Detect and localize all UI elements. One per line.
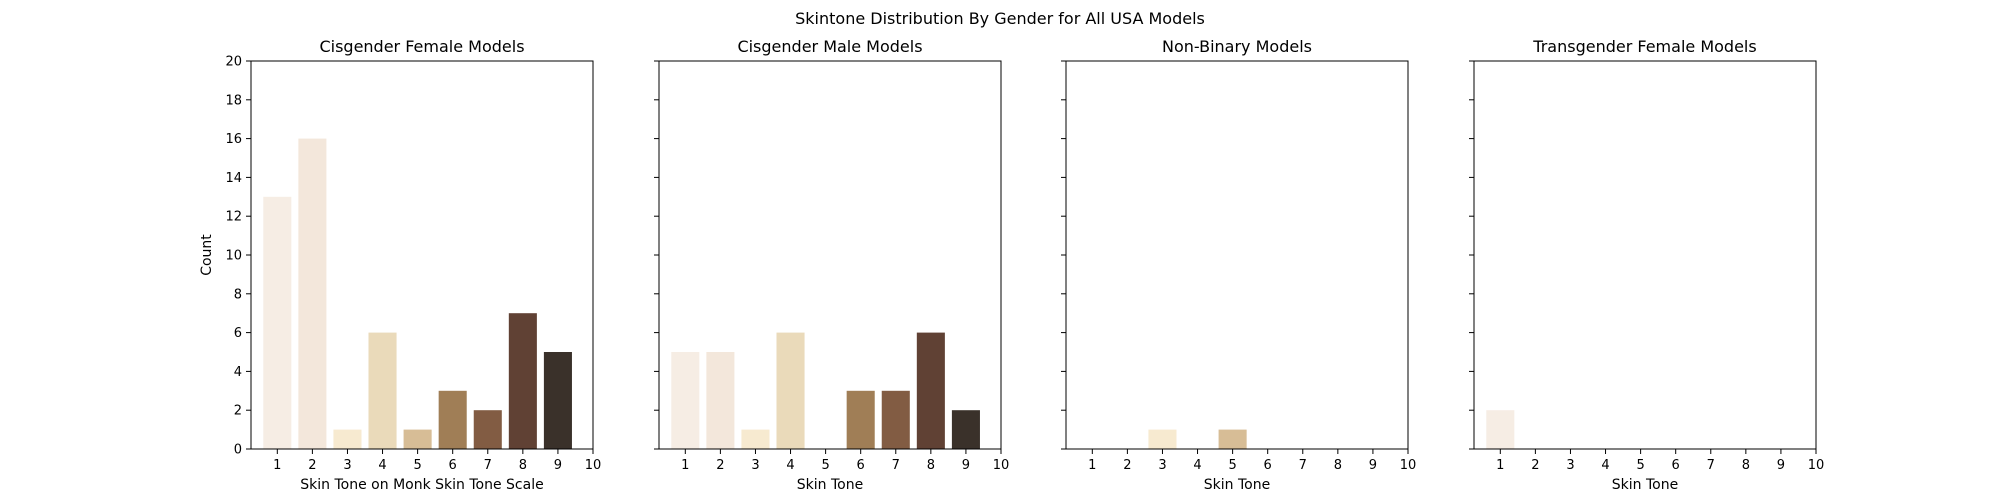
x-tick-label: 9 [962, 458, 970, 473]
x-axis-label: Skin Tone [797, 477, 863, 493]
subplot-title: Cisgender Male Models [737, 37, 922, 56]
x-axis-label: Skin Tone [1612, 477, 1678, 493]
y-tick-label: 2 [234, 404, 242, 419]
bar [776, 332, 805, 449]
x-tick-label: 2 [1531, 458, 1539, 473]
x-tick-label: 1 [273, 458, 281, 473]
x-tick-label: 7 [1299, 458, 1307, 473]
x-tick-label: 5 [1636, 458, 1644, 473]
x-tick-label: 3 [1566, 458, 1574, 473]
subplot-2: Cisgender Male Models 1 2 3 4 5 6 7 8 9 10 Skin Ton… [654, 37, 1009, 493]
subplot-title: Transgender Female Models [1532, 37, 1756, 56]
x-tick-label: 5 [821, 458, 829, 473]
x-tick-label: 8 [519, 458, 527, 473]
y-axis-label: Count [199, 234, 215, 276]
x-tick-label: 3 [343, 458, 351, 473]
bar [508, 313, 537, 449]
x-axis-label: Skin Tone [1204, 477, 1270, 493]
y-tick-label: 18 [225, 93, 242, 108]
x-tick-label: 6 [857, 458, 865, 473]
x-tick-label: 2 [1123, 458, 1131, 473]
y-tick-label: 4 [234, 365, 242, 380]
subplot-title: Cisgender Female Models [319, 37, 524, 56]
x-tick-label: 10 [993, 458, 1010, 473]
subplot-3: Non-Binary Models 1 2 3 4 5 6 7 8 9 10 Skin Tone [1061, 37, 1416, 493]
x-tick-label: 7 [1707, 458, 1715, 473]
bar [741, 429, 770, 449]
subplot-panels: Cisgender Female Models02468101214161820… [199, 37, 1824, 493]
axes-frame [1065, 60, 1409, 450]
x-tick-label: 9 [1369, 458, 1377, 473]
bar [368, 332, 397, 449]
axes-frame [1473, 60, 1817, 450]
x-tick-label: 2 [716, 458, 724, 473]
bar [543, 352, 572, 449]
bar [1148, 429, 1177, 449]
x-tick-label: 3 [1158, 458, 1166, 473]
x-tick-label: 1 [681, 458, 689, 473]
y-tick-label: 0 [234, 443, 242, 458]
bar [706, 352, 735, 449]
y-tick-label: 6 [234, 326, 242, 341]
y-tick-label: 8 [234, 287, 242, 302]
bar [671, 352, 700, 449]
x-tick-label: 7 [892, 458, 900, 473]
x-tick-label: 7 [484, 458, 492, 473]
y-tick-label: 12 [225, 210, 242, 225]
bar [951, 410, 980, 449]
bar [473, 410, 502, 449]
x-tick-label: 2 [308, 458, 316, 473]
x-tick-label: 9 [1777, 458, 1785, 473]
y-tick-label: 16 [225, 132, 242, 147]
x-tick-label: 4 [1193, 458, 1201, 473]
x-axis-label: Skin Tone on Monk Skin Tone Scale [300, 477, 543, 493]
bar [916, 332, 945, 449]
x-tick-label: 1 [1088, 458, 1096, 473]
x-tick-label: 8 [1334, 458, 1342, 473]
figure-suptitle: Skintone Distribution By Gender for All … [795, 9, 1205, 28]
x-tick-label: 4 [786, 458, 794, 473]
x-tick-label: 8 [927, 458, 935, 473]
bar [298, 138, 327, 449]
subplot-title: Non-Binary Models [1162, 37, 1312, 56]
y-tick-label: 10 [225, 249, 242, 264]
subplot-1: Cisgender Female Models02468101214161820… [199, 37, 601, 493]
x-tick-label: 4 [378, 458, 386, 473]
x-tick-label: 4 [1601, 458, 1609, 473]
x-tick-label: 6 [1672, 458, 1680, 473]
x-tick-label: 9 [554, 458, 562, 473]
x-tick-label: 5 [413, 458, 421, 473]
x-tick-label: 6 [449, 458, 457, 473]
bar [1486, 410, 1515, 449]
subplot-4: Transgender Female Models 1 2 3 4 5 6 7 8 9 10 Skin… [1469, 37, 1824, 493]
bar [333, 429, 362, 449]
x-tick-label: 6 [1264, 458, 1272, 473]
x-tick-label: 8 [1742, 458, 1750, 473]
y-tick-label: 14 [225, 171, 242, 186]
bar [881, 390, 910, 449]
y-tick-label: 20 [225, 55, 242, 70]
bar [263, 196, 292, 449]
bar [1218, 429, 1247, 449]
x-tick-label: 10 [585, 458, 602, 473]
x-tick-label: 10 [1808, 458, 1825, 473]
x-tick-label: 1 [1496, 458, 1504, 473]
x-tick-label: 3 [751, 458, 759, 473]
x-tick-label: 5 [1228, 458, 1236, 473]
bar [846, 390, 875, 449]
x-tick-label: 10 [1400, 458, 1417, 473]
bar [403, 429, 432, 449]
bar [438, 390, 467, 449]
